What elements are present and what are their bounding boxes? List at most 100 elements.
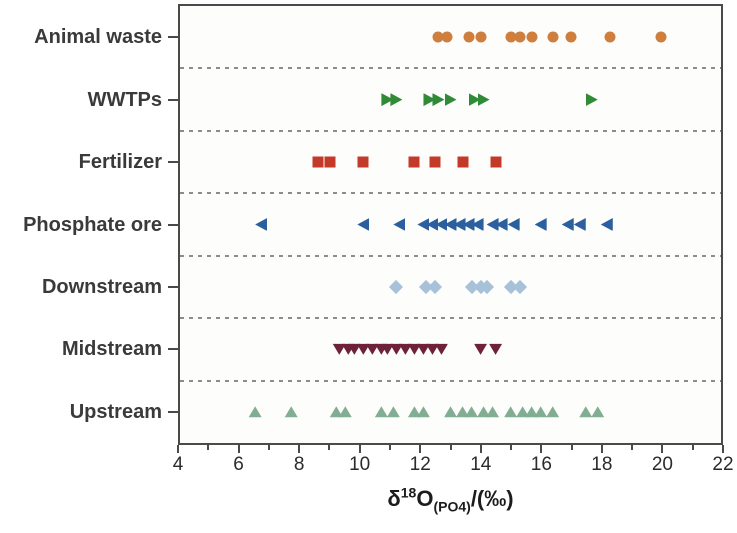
y-axis-tick (168, 348, 178, 351)
triangle-up-marker (579, 406, 593, 418)
plot-area (178, 4, 723, 445)
triangle-up-marker (456, 406, 470, 418)
x-axis-tick-label: 20 (651, 454, 674, 475)
category-row-upstream (180, 381, 721, 443)
y-axis-tick (168, 410, 178, 413)
category-row-fertilizer (180, 131, 721, 195)
triangle-up-marker (444, 406, 457, 418)
category-label-phosphate-ore: Phosphate ore (23, 213, 162, 236)
triangle-left-marker (600, 217, 613, 231)
x-axis-major-tick (177, 445, 179, 453)
circle-marker (526, 31, 538, 43)
circle-marker (441, 31, 453, 43)
x-axis-tick-label: 14 (470, 454, 492, 475)
triangle-left-marker (561, 217, 574, 231)
category-row-midstream (180, 318, 721, 382)
square-marker (408, 156, 420, 168)
category-row-wwtps (180, 68, 721, 132)
triangle-down-marker (474, 343, 488, 355)
category-row-downstream (180, 256, 721, 320)
x-axis-title: δ18O(PO4)/(‰) (178, 484, 723, 515)
x-axis-minor-tick (631, 445, 634, 450)
row-separator (180, 129, 721, 132)
x-axis-title-superscript: 18 (400, 484, 417, 501)
triangle-right-marker (432, 93, 445, 107)
triangle-down-marker (380, 343, 394, 355)
triangle-down-marker (416, 343, 430, 355)
x-axis-major-tick (358, 445, 361, 453)
x-axis-title-units: /(‰) (470, 486, 514, 511)
triangle-right-marker (585, 93, 598, 107)
triangle-down-marker (341, 343, 355, 355)
category-row-phosphate-ore (180, 193, 721, 257)
triangle-up-marker (374, 406, 388, 418)
x-axis-minor-tick (510, 445, 513, 450)
triangle-up-marker (504, 406, 518, 418)
x-axis-major-tick (419, 445, 422, 453)
circle-marker (565, 31, 577, 43)
triangle-down-marker (365, 343, 379, 355)
x-axis-tick-label: 12 (409, 454, 431, 475)
triangle-left-marker (357, 217, 370, 231)
square-marker (490, 156, 502, 168)
square-marker (429, 156, 441, 168)
square-marker (312, 156, 324, 168)
circle-marker (655, 31, 667, 43)
row-separator (180, 379, 721, 382)
triangle-left-marker (507, 217, 520, 231)
triangle-up-marker (546, 406, 560, 418)
category-label-upstream: Upstream (69, 400, 162, 423)
y-axis-tick (168, 98, 178, 101)
circle-marker (463, 31, 475, 43)
square-marker (457, 156, 469, 168)
triangle-right-marker (477, 93, 490, 107)
triangle-up-marker (284, 406, 298, 418)
triangle-down-marker (374, 343, 388, 355)
y-axis-tick (168, 285, 178, 288)
row-separator (180, 254, 721, 257)
x-axis-minor-tick (207, 445, 210, 450)
triangle-down-marker (489, 343, 503, 355)
triangle-up-marker (591, 406, 605, 418)
triangle-right-marker (444, 93, 457, 107)
triangle-left-marker (573, 217, 586, 231)
triangle-left-marker (255, 217, 268, 231)
x-axis-tick-label: 10 (349, 454, 371, 475)
x-axis-tick-label: 16 (530, 454, 552, 475)
category-label-downstream: Downstream (41, 275, 162, 298)
y-axis-tick (168, 161, 178, 164)
x-axis-title-symbol: O (416, 486, 434, 511)
triangle-down-marker (389, 343, 403, 355)
x-axis-tick-label: 4 (172, 454, 184, 475)
category-label-fertilizer: Fertilizer (78, 151, 162, 174)
x-axis-title-subscript: (PO4) (433, 498, 471, 515)
x-axis-minor-tick (570, 445, 573, 450)
triangle-right-marker (390, 93, 403, 107)
diamond-marker (389, 279, 404, 294)
triangle-down-marker (407, 343, 421, 355)
y-axis-tick (168, 36, 178, 39)
x-axis-major-tick (600, 445, 603, 453)
category-label-animal-waste: Animal waste (34, 26, 162, 49)
x-axis-major-tick (540, 445, 543, 453)
x-axis-tick-label: 22 (712, 454, 734, 475)
triangle-down-marker (347, 343, 361, 355)
diamond-marker (428, 279, 443, 294)
x-axis-major-tick (722, 445, 724, 453)
x-axis-tick-label: 8 (293, 454, 305, 475)
triangle-down-marker (356, 343, 370, 355)
square-marker (324, 156, 336, 168)
circle-marker (547, 31, 559, 43)
row-separator (180, 317, 721, 320)
triangle-down-marker (425, 343, 439, 355)
circle-marker (432, 31, 444, 43)
row-separator (180, 192, 721, 195)
x-axis-tick-label: 18 (591, 454, 613, 475)
triangle-down-marker (434, 343, 448, 355)
x-axis-title-delta: δ (387, 486, 401, 511)
x-axis-major-tick (661, 445, 664, 453)
triangle-down-marker (398, 343, 412, 355)
triangle-up-marker (329, 406, 343, 418)
triangle-up-marker (525, 406, 539, 418)
